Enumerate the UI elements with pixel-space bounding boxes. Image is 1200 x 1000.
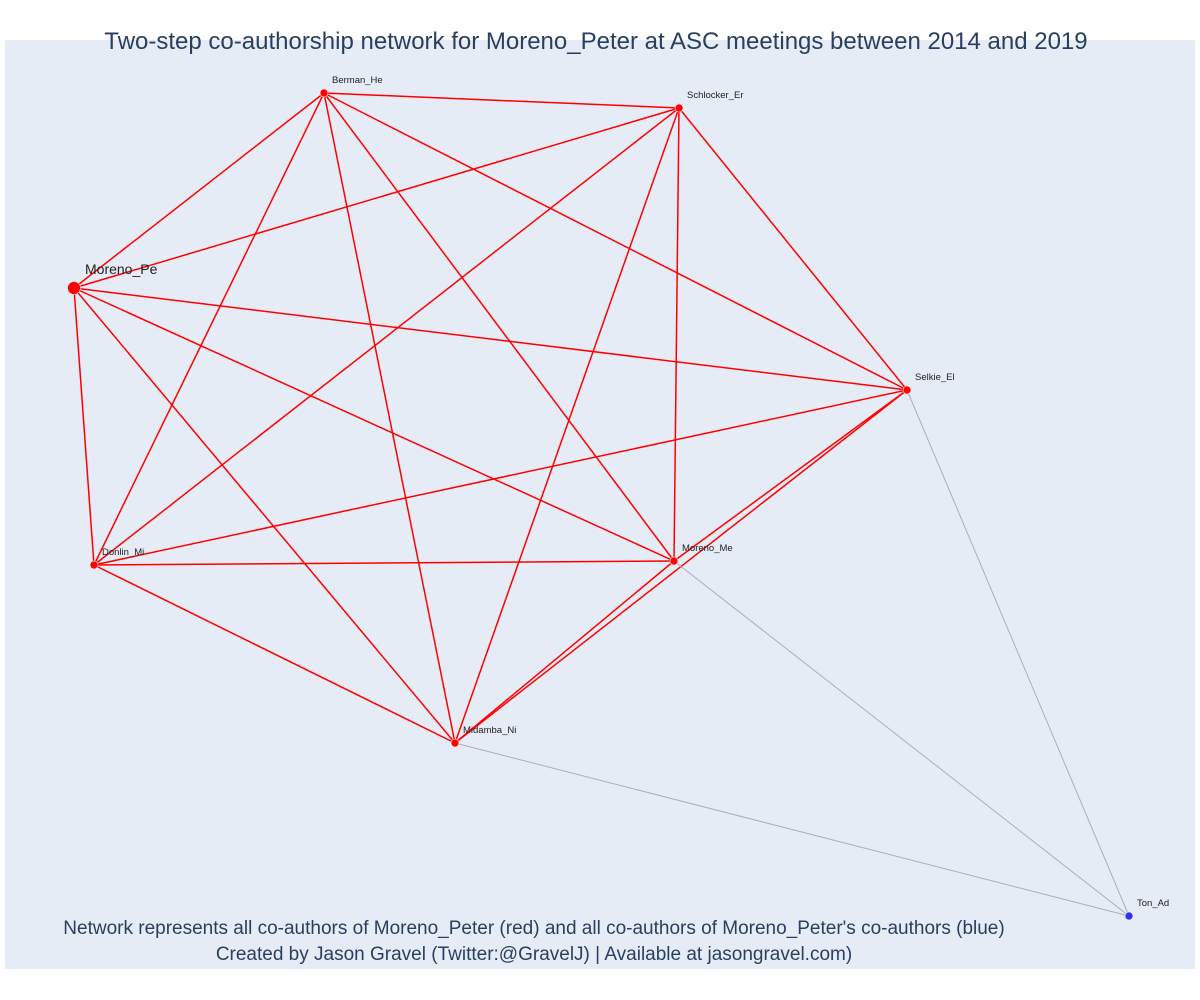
edge-berman_he-midamba_ni	[323, 92, 456, 744]
edge-moreno_me-midamba_ni	[454, 560, 675, 744]
caption-line-1: Network represents all co-authors of Mor…	[63, 918, 1005, 939]
node-label-moreno_me: Moreno_Me	[682, 543, 733, 554]
node-ton_ad[interactable]	[1124, 911, 1134, 921]
edge-moreno_pe-moreno_me	[73, 287, 675, 562]
node-midamba_ni[interactable]	[450, 738, 460, 748]
edge-schlocker_er-selkie_el	[678, 107, 908, 391]
edge-donlin_mi-midamba_ni	[93, 564, 456, 744]
node-label-donlin_mi: Donlin_Mi	[102, 547, 144, 558]
node-moreno_pe[interactable]	[67, 281, 81, 295]
edge-schlocker_er-moreno_me	[673, 107, 680, 562]
edges-layer	[73, 92, 1130, 917]
node-label-schlocker_er: Schlocker_Er	[687, 90, 744, 101]
edge-berman_he-moreno_me	[323, 92, 675, 562]
node-donlin_mi[interactable]	[89, 560, 99, 570]
node-schlocker_er[interactable]	[674, 103, 684, 113]
edge-berman_he-selkie_el	[323, 92, 908, 391]
edge-moreno_pe-berman_he	[73, 92, 325, 289]
edge-moreno_pe-midamba_ni	[73, 287, 456, 744]
edge-selkie_el-moreno_me	[673, 389, 908, 562]
node-label-midamba_ni: Midamba_Ni	[463, 725, 516, 736]
node-label-selkie_el: Selkie_El	[915, 372, 955, 383]
node-label-moreno_pe: Moreno_Pe	[85, 261, 158, 277]
chart-title: Two-step co-authorship network for Moren…	[104, 28, 1088, 55]
edge-moreno_pe-selkie_el	[73, 287, 908, 391]
edge-berman_he-donlin_mi	[93, 92, 325, 566]
caption-line-2: Created by Jason Gravel (Twitter:@Gravel…	[215, 944, 853, 965]
edge-schlocker_er-donlin_mi	[93, 107, 680, 566]
node-selkie_el[interactable]	[902, 385, 912, 395]
edge-berman_he-schlocker_er	[323, 92, 680, 109]
edge-moreno_pe-schlocker_er	[73, 107, 680, 289]
nodes-layer	[67, 88, 1134, 921]
plot-area	[5, 40, 1195, 969]
edge-selkie_el-ton_ad	[906, 389, 1130, 917]
node-label-ton_ad: Ton_Ad	[1137, 898, 1169, 909]
node-berman_he[interactable]	[319, 88, 329, 98]
edge-schlocker_er-midamba_ni	[454, 107, 680, 744]
edge-donlin_mi-moreno_me	[93, 560, 675, 566]
node-moreno_me[interactable]	[669, 556, 679, 566]
edge-moreno_me-ton_ad	[673, 560, 1130, 917]
edge-midamba_ni-ton_ad	[454, 742, 1130, 917]
edge-selkie_el-donlin_mi	[93, 389, 908, 566]
node-label-berman_he: Berman_He	[332, 75, 383, 86]
labels-layer: Moreno_Pe Berman_He Schlocker_Er Selkie_El D…	[85, 75, 1169, 909]
edge-moreno_pe-donlin_mi	[73, 287, 95, 566]
